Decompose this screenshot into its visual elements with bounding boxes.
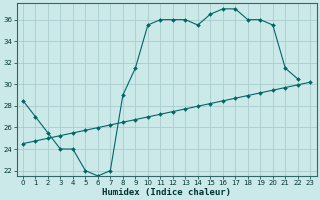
- X-axis label: Humidex (Indice chaleur): Humidex (Indice chaleur): [102, 188, 231, 197]
